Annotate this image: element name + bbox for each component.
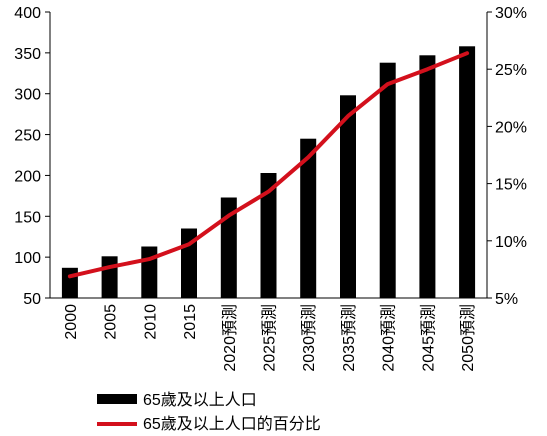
x-axis-ticks: 2000 2005 2010 2015 2020預測 2025預測 2030預測 2035預測…	[63, 304, 477, 372]
legend-swatch-bar	[97, 394, 137, 404]
right-tick-label: 10%	[495, 234, 527, 251]
right-tick-label: 25%	[495, 62, 527, 79]
right-tick-label: 5%	[495, 291, 518, 308]
left-tick-label: 300	[14, 87, 41, 104]
left-tick-label: 50	[23, 291, 41, 308]
left-tick-label: 400	[14, 5, 41, 22]
percentage-line-series	[67, 51, 470, 279]
left-tick-label: 200	[14, 168, 41, 185]
x-tick-label: 2015	[182, 304, 199, 340]
x-tick-label: 2035預測	[340, 304, 358, 372]
right-tick-label: 20%	[495, 119, 527, 136]
x-tick-label: 2050預測	[459, 304, 477, 372]
legend: 65歲及以上人口 65歲及以上人口的百分比	[97, 391, 321, 433]
axes	[49, 12, 488, 299]
bar-2000	[61, 267, 78, 298]
x-tick-label: 2040預測	[380, 304, 398, 372]
x-tick-label: 2000	[63, 304, 80, 340]
bar-2025預測	[260, 173, 277, 298]
bar-2020預測	[220, 197, 237, 298]
bar-2035預測	[340, 95, 356, 298]
bar-series	[61, 46, 476, 299]
left-tick-label: 350	[14, 46, 41, 63]
bar-2030預測	[300, 138, 317, 298]
x-tick-label: 2045預測	[419, 304, 437, 372]
left-tick-label: 250	[14, 128, 41, 145]
left-tick-label: 150	[14, 209, 41, 226]
bar-2045預測	[419, 55, 436, 298]
x-tick-label: 2005	[103, 304, 120, 340]
x-tick-label: 2025預測	[261, 304, 279, 372]
legend-label-line: 65歲及以上人口的百分比	[143, 415, 321, 433]
right-axis-ticks: 5% 10% 15% 20% 25% 30%	[487, 5, 527, 308]
bar-2010	[141, 246, 158, 298]
right-tick-label: 30%	[495, 5, 527, 22]
right-tick-label: 15%	[495, 177, 527, 194]
x-tick-label: 2030預測	[300, 304, 318, 372]
x-tick-label: 2010	[142, 304, 159, 340]
bar-2040預測	[379, 62, 396, 299]
bar-2050預測	[459, 46, 476, 298]
left-axis-ticks: 50 100 150 200 250 300 350 400	[14, 5, 50, 308]
bar-2005	[101, 256, 118, 298]
left-tick-label: 100	[14, 250, 41, 267]
x-tick-label: 2020預測	[221, 304, 239, 372]
legend-label-bar: 65歲及以上人口	[143, 391, 257, 409]
